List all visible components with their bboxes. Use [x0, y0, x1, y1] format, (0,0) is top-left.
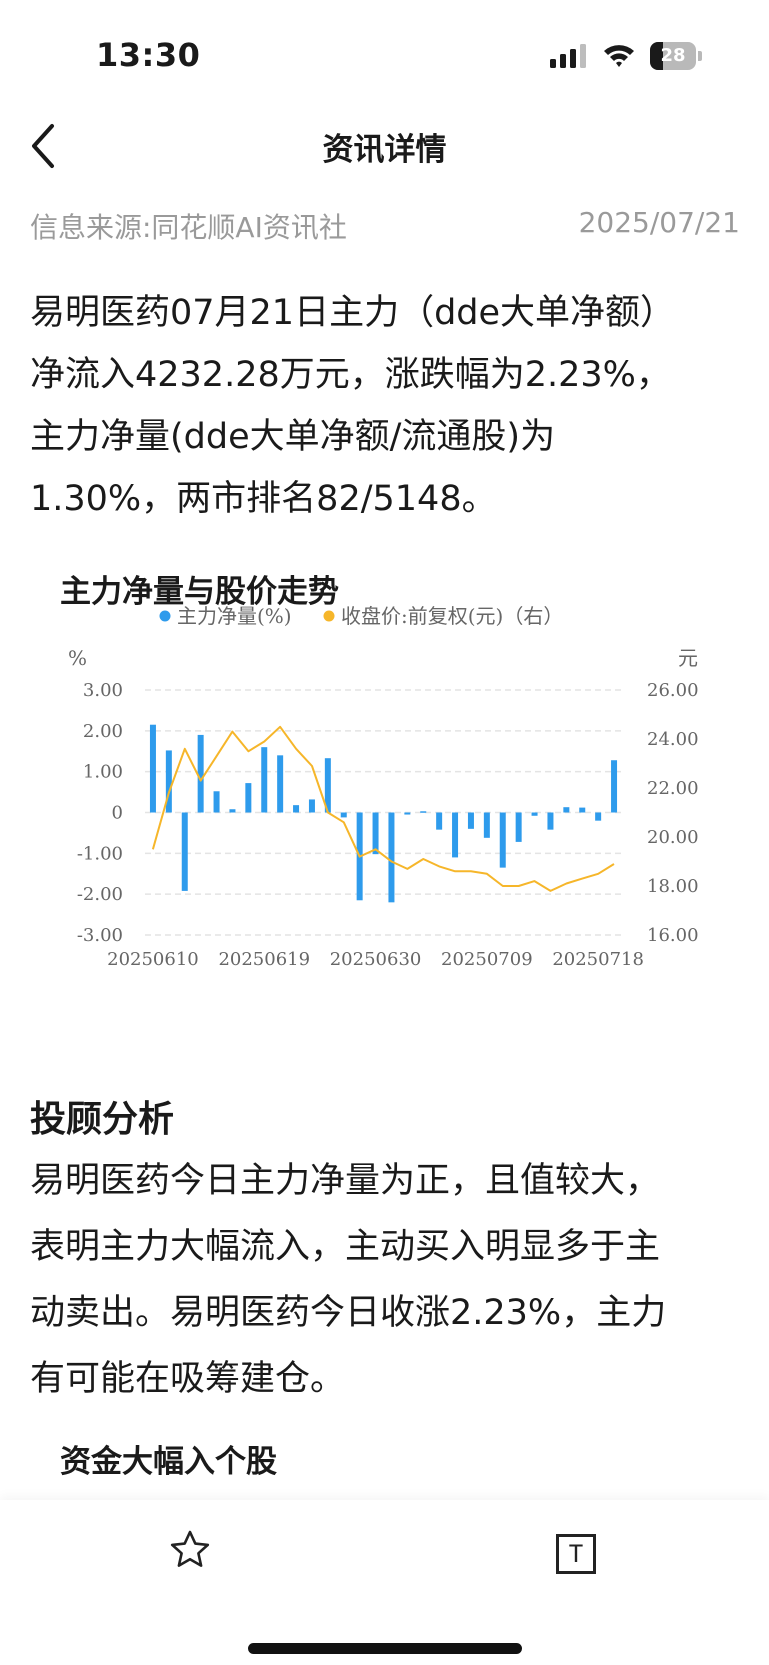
legend-marker-line — [323, 610, 335, 622]
navigation-bar: 资讯详情 — [0, 110, 769, 184]
chart-title: 主力净量与股价走势 — [60, 574, 339, 610]
analysis-line: 易明医药今日主力净量为正，且值较大， — [30, 1161, 661, 1201]
bar-mark — [308, 799, 315, 813]
x-tick-label: 20250610 — [107, 949, 199, 970]
right-axis-unit: 元 — [678, 646, 698, 670]
bar-mark — [165, 750, 172, 813]
bar-mark — [277, 755, 284, 813]
battery-level — [650, 42, 663, 70]
chart-axis-labels: % 元 3.00 2.00 1.00 0 -1.00 -2.00 -3.00 26.00 24.00… — [68, 646, 699, 970]
status-bar: 13:30 28 — [0, 0, 769, 110]
fund-flow-chart: 主力净量(%) 收盘价:前复权(元)（右） % 元 3.00 2.00 1.00 0 -1.0… — [68, 604, 699, 970]
chart-legend: 主力净量(%) 收盘价:前复权(元)（右） — [159, 604, 563, 628]
bar-mark — [261, 747, 268, 813]
y2-tick-label: 24.00 — [647, 729, 699, 750]
bar-mark — [611, 760, 618, 813]
font-size-button[interactable]: T — [556, 1534, 596, 1574]
legend-marker-bar — [159, 610, 171, 622]
y-tick-label: 0 — [112, 803, 123, 824]
analysis-title: 投顾分析 — [30, 1099, 175, 1140]
bar-mark — [499, 812, 506, 868]
article-meta: 信息来源:同花顺AI资讯社 2025/07/21 — [30, 206, 740, 246]
signal-icon — [550, 44, 586, 68]
bar-mark — [388, 812, 395, 903]
y-tick-label: -2.00 — [77, 884, 123, 905]
analysis-body: 易明医药今日主力净量为正，且值较大， 表明主力大幅流入，主动买入明显多于主 动卖… — [30, 1148, 742, 1412]
lead-line: 净流入4232.28万元，涨跌幅为2.23%， — [30, 355, 671, 395]
section-title-large-inflow: 资金大幅入个股 — [60, 1444, 277, 1480]
bar-mark — [547, 812, 554, 830]
bar-mark — [531, 812, 538, 816]
chart-line — [151, 725, 615, 892]
y2-tick-label: 26.00 — [647, 680, 699, 701]
font-size-icon: T — [568, 1540, 584, 1568]
x-tick-label: 20250630 — [330, 949, 422, 970]
bar-mark — [245, 783, 252, 813]
star-icon — [170, 1530, 210, 1567]
lead-line: 1.30%，两市排名82/5148。 — [30, 479, 497, 519]
bar-mark — [467, 812, 474, 829]
y2-tick-label: 20.00 — [647, 827, 699, 848]
bar-mark — [372, 812, 379, 855]
bar-mark — [213, 791, 220, 813]
bar-mark — [436, 812, 443, 830]
x-tick-label: 20250709 — [441, 949, 533, 970]
bar-mark — [324, 758, 331, 813]
analysis-line: 有可能在吸筹建仓。 — [30, 1359, 346, 1399]
favorite-button[interactable] — [168, 1528, 212, 1572]
status-time: 13:30 — [96, 36, 201, 74]
publish-date: 2025/07/21 — [578, 206, 740, 239]
article-lead: 易明医药07月21日主力（dde大单净额） 净流入4232.28万元，涨跌幅为2… — [30, 282, 742, 530]
info-source: 信息来源:同花顺AI资讯社 — [30, 211, 347, 244]
bar-mark — [563, 807, 570, 813]
bar-mark — [181, 812, 188, 891]
bar-mark — [149, 724, 156, 813]
chevron-left-icon — [32, 124, 54, 168]
y-tick-label: 2.00 — [83, 721, 123, 742]
y2-tick-label: 18.00 — [647, 876, 699, 897]
bar-mark — [340, 812, 347, 818]
analysis-line: 动卖出。易明医药今日收涨2.23%，主力 — [30, 1293, 667, 1333]
legend-label-bar: 主力净量(%) — [177, 604, 292, 628]
home-indicator — [248, 1643, 522, 1654]
bar-mark — [293, 805, 300, 813]
y-tick-label: -3.00 — [77, 925, 123, 946]
analysis-line: 表明主力大幅流入，主动买入明显多于主 — [30, 1227, 661, 1267]
y-tick-label: -1.00 — [77, 843, 123, 864]
x-tick-label: 20250619 — [218, 949, 310, 970]
battery-percentage: 28 — [660, 45, 686, 66]
y-tick-label: 3.00 — [83, 680, 123, 701]
left-axis-unit: % — [68, 646, 87, 670]
wifi-icon — [604, 45, 634, 67]
bar-mark — [452, 812, 459, 858]
x-tick-label: 20250718 — [552, 949, 644, 970]
bar-mark — [229, 809, 236, 813]
bar-mark — [404, 812, 411, 815]
lead-line: 主力净量(dde大单净额/流通股)为 — [30, 417, 556, 457]
bar-mark — [595, 812, 602, 821]
y2-tick-label: 16.00 — [647, 925, 699, 946]
bottom-toolbar: T — [0, 1500, 769, 1665]
y-tick-label: 1.00 — [83, 762, 123, 783]
bar-mark — [579, 807, 586, 813]
legend-label-line: 收盘价:前复权(元)（右） — [341, 604, 563, 628]
bar-mark — [515, 812, 522, 842]
lead-line: 易明医药07月21日主力（dde大单净额） — [30, 293, 676, 333]
price-line — [151, 725, 615, 892]
bar-mark — [483, 812, 490, 838]
back-button[interactable] — [22, 116, 72, 176]
page-title: 资讯详情 — [322, 132, 447, 168]
y2-tick-label: 22.00 — [647, 778, 699, 799]
battery-icon: 28 — [650, 42, 702, 70]
bar-mark — [197, 734, 204, 813]
bar-mark — [420, 811, 427, 813]
